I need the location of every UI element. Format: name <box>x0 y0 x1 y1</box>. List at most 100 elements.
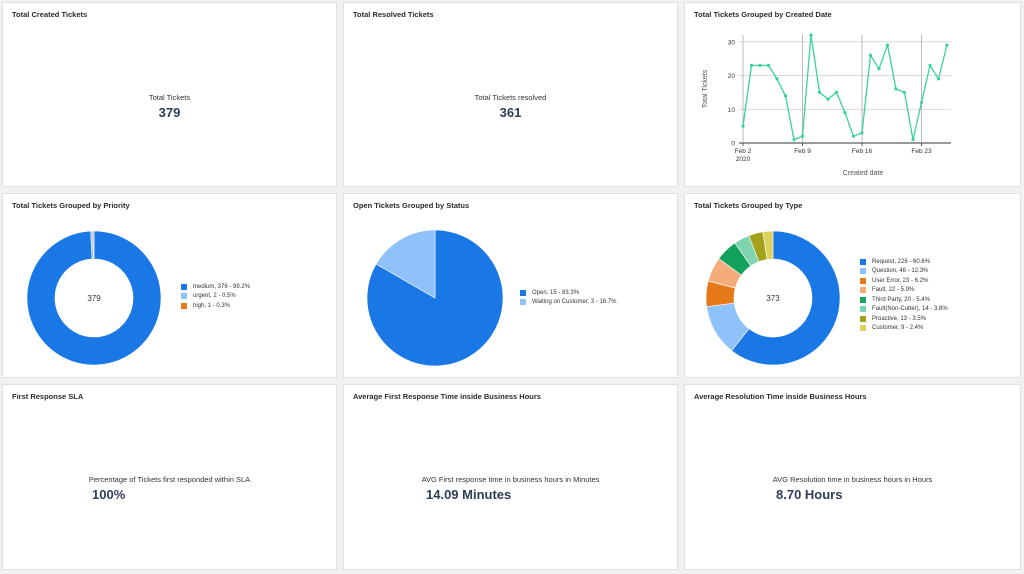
legend-item[interactable]: Proactive, 13 - 3.5% <box>860 314 948 324</box>
card-title: Average Resolution Time inside Business … <box>694 392 867 401</box>
pie-slice-customer[interactable] <box>762 230 774 260</box>
card-title: Open Tickets Grouped by Status <box>353 201 470 210</box>
data-point[interactable] <box>945 43 949 47</box>
kpi-block: AVG First response time in business hour… <box>344 475 677 502</box>
data-point[interactable] <box>860 131 864 135</box>
legend-label: Fault(Non-Cutter), 14 - 3.8% <box>872 306 948 313</box>
legend-swatch <box>860 277 866 284</box>
legend-swatch <box>860 315 866 322</box>
data-point[interactable] <box>936 77 941 81</box>
pie-slice-waiting-on-customer[interactable] <box>375 229 436 299</box>
legend-item[interactable]: medium, 376 - 99.2% <box>181 282 250 292</box>
kpi-block: Percentage of Tickets first responded wi… <box>3 475 336 502</box>
kpi-label: Percentage of Tickets first responded wi… <box>88 475 251 484</box>
legend-item[interactable]: high, 1 - 0.3% <box>181 301 250 311</box>
legend-item[interactable]: Request, 226 - 60.6% <box>860 257 948 267</box>
kpi-value: 100% <box>92 487 126 502</box>
data-point[interactable] <box>809 33 813 37</box>
data-point[interactable] <box>894 87 898 91</box>
legend-label: urgent, 2 - 0.5% <box>193 293 236 300</box>
legend-swatch <box>520 299 526 306</box>
card-open-tickets-by-status: Open Tickets Grouped by Status Open, 15 … <box>343 193 678 378</box>
data-point[interactable] <box>766 63 771 67</box>
x-tick-sublabel: 2020 <box>736 156 751 163</box>
data-point[interactable] <box>783 94 788 98</box>
data-point[interactable] <box>902 90 907 94</box>
legend-swatch <box>860 258 866 265</box>
legend-item[interactable]: Fault, 22 - 5.9% <box>860 286 948 296</box>
data-point[interactable] <box>885 43 890 47</box>
legend-item[interactable]: Third Party, 20 - 5.4% <box>860 295 948 305</box>
kpi-label: Total Tickets resolved <box>474 93 547 102</box>
legend-item[interactable]: urgent, 2 - 0.5% <box>181 292 250 302</box>
data-point[interactable] <box>834 90 839 94</box>
data-point[interactable] <box>817 90 822 94</box>
legend-swatch <box>181 283 187 290</box>
card-avg-resolution-time: Average Resolution Time inside Business … <box>684 384 1021 570</box>
data-point[interactable] <box>758 63 762 67</box>
legend-item[interactable]: Waiting on Customer, 3 - 16.7% <box>520 298 616 308</box>
x-tick-label: Feb 2 <box>735 148 752 155</box>
legend-label: Request, 226 - 60.6% <box>872 258 931 265</box>
legend-label: Fault, 22 - 5.9% <box>872 287 915 294</box>
card-title: Total Tickets Grouped by Type <box>694 201 803 210</box>
card-avg-first-response-time: Average First Response Time inside Busin… <box>343 384 678 570</box>
kpi-block: Total Tickets resolved 361 <box>344 93 677 120</box>
data-point[interactable] <box>826 97 830 101</box>
priority-donut-chart: 379 <box>26 230 162 366</box>
legend-item[interactable]: Open, 15 - 83.3% <box>520 288 616 298</box>
x-tick-label: Feb 9 <box>794 148 811 155</box>
kpi-value: 379 <box>158 105 181 120</box>
data-point[interactable] <box>800 134 805 138</box>
legend-swatch <box>181 293 187 300</box>
data-point[interactable] <box>792 138 796 142</box>
legend-swatch <box>520 289 526 296</box>
kpi-block: Total Tickets 379 <box>3 93 336 120</box>
card-title: First Response SLA <box>12 392 84 401</box>
card-title: Total Resolved Tickets <box>353 10 434 19</box>
donut-center-label: 373 <box>766 294 780 303</box>
y-tick-label: 30 <box>728 39 736 46</box>
data-point[interactable] <box>868 53 873 57</box>
data-point[interactable] <box>928 63 932 67</box>
series-line <box>742 34 948 141</box>
legend-item[interactable]: Fault(Non-Cutter), 14 - 3.8% <box>860 305 948 315</box>
legend-item[interactable]: Question, 46 - 12.3% <box>860 267 948 277</box>
card-title: Total Tickets Grouped by Priority <box>12 201 130 210</box>
data-point[interactable] <box>741 124 745 128</box>
y-tick-label: 0 <box>731 141 735 148</box>
kpi-value: 14.09 Minutes <box>426 487 512 502</box>
legend-label: Open, 15 - 83.3% <box>532 289 580 296</box>
legend-swatch <box>860 296 866 303</box>
pie-slice-request[interactable] <box>731 230 841 366</box>
data-point[interactable] <box>775 77 779 81</box>
data-point[interactable] <box>851 134 856 138</box>
kpi-value: 361 <box>499 105 522 120</box>
priority-legend: medium, 376 - 99.2% urgent, 2 - 0.5% high,… <box>181 282 250 311</box>
legend-label: medium, 376 - 99.2% <box>193 283 251 290</box>
data-point[interactable] <box>911 138 915 142</box>
card-tickets-by-priority: Total Tickets Grouped by Priority 379 me… <box>2 193 337 378</box>
donut-center-label: 379 <box>87 294 101 303</box>
legend-item[interactable]: Customer, 9 - 2.4% <box>860 324 948 334</box>
data-point[interactable] <box>919 100 924 105</box>
legend-swatch <box>860 325 866 332</box>
legend-label: high, 1 - 0.3% <box>193 302 231 309</box>
legend-label: Question, 46 - 12.3% <box>872 268 929 275</box>
x-tick-label: Feb 23 <box>911 148 932 155</box>
data-point[interactable] <box>749 63 754 67</box>
pie-slice-medium[interactable] <box>26 230 162 366</box>
legend-item[interactable]: User Error, 23 - 6.2% <box>860 276 948 286</box>
card-tickets-by-type: Total Tickets Grouped by Type 373 Reques… <box>684 193 1021 378</box>
legend-swatch <box>181 302 187 309</box>
pie-slice-high[interactable] <box>92 230 95 260</box>
legend-label: Proactive, 13 - 3.5% <box>872 315 927 322</box>
legend-swatch <box>860 306 866 313</box>
card-title: Total Created Tickets <box>12 10 88 19</box>
card-total-resolved-tickets: Total Resolved Tickets Total Tickets res… <box>343 2 678 187</box>
status-pie-chart <box>366 229 504 367</box>
data-point[interactable] <box>877 67 881 71</box>
card-first-response-sla: First Response SLA Percentage of Tickets… <box>2 384 337 570</box>
y-tick-label: 20 <box>728 73 736 80</box>
data-point[interactable] <box>843 111 847 115</box>
